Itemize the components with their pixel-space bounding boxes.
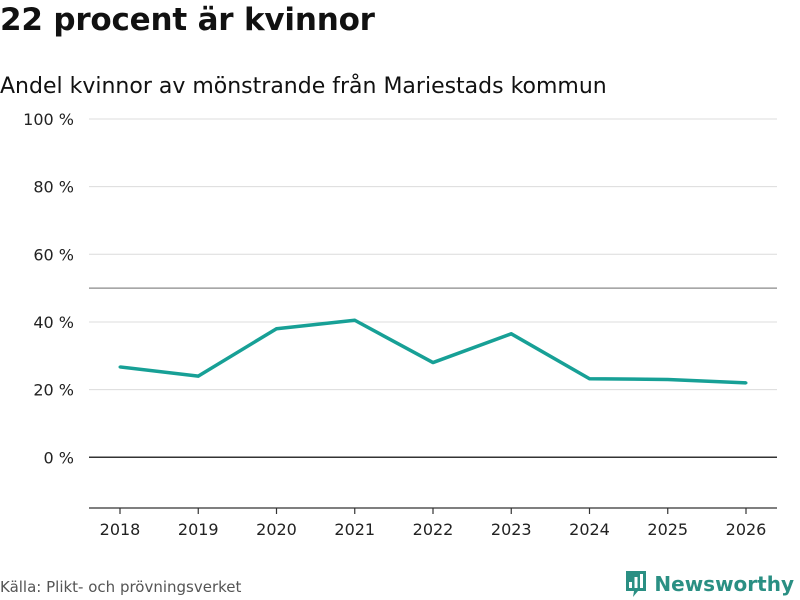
data-point-2018 — [118, 365, 122, 369]
series-layer — [118, 318, 748, 385]
brand-logo: Newsworthy — [624, 569, 794, 599]
x-tick-label: 2020 — [256, 520, 297, 539]
y-tick-label: 80 % — [33, 178, 74, 197]
data-point-2022 — [431, 361, 435, 365]
data-point-2019 — [196, 374, 200, 378]
chart-subtitle: Andel kvinnor av mönstrande från Mariest… — [0, 74, 607, 99]
data-point-2026 — [744, 381, 748, 385]
x-tick-label: 2024 — [569, 520, 610, 539]
series-line — [119, 318, 747, 385]
chart-title: 22 procent är kvinnor — [0, 2, 375, 38]
x-tick-label: 2023 — [491, 520, 532, 539]
x-tick-label: 2018 — [100, 520, 141, 539]
x-tick-label: 2022 — [413, 520, 454, 539]
data-point-2023 — [509, 332, 513, 336]
y-tick-labels: 0 % 20 % 40 % 60 % 80 % 100 % — [23, 110, 74, 467]
x-tick-label: 2019 — [178, 520, 219, 539]
source-note: Källa: Plikt- och prövningsverket — [0, 578, 242, 596]
axis-layer — [89, 287, 777, 514]
bar-chart-speech-bubble-icon — [626, 571, 647, 597]
brand-name: Newsworthy — [654, 572, 794, 596]
y-tick-label: 100 % — [23, 110, 74, 129]
x-tick-label: 2025 — [647, 520, 688, 539]
x-tick-label: 2021 — [334, 520, 375, 539]
grid-layer — [89, 118, 777, 391]
data-point-2024 — [588, 377, 591, 381]
y-tick-label: 0 % — [44, 448, 74, 467]
y-tick-label: 40 % — [33, 313, 74, 332]
y-tick-label: 20 % — [33, 381, 74, 400]
data-point-2020 — [275, 327, 278, 331]
y-tick-label: 60 % — [33, 245, 74, 264]
line-chart: 0 % 20 % 40 % 60 % 80 % 100 % 2018 2019 2020 202… — [23, 110, 777, 539]
x-tick-labels: 2018 2019 2020 2021 2022 2023 2024 2025 2026 — [100, 520, 767, 539]
data-point-2021 — [353, 318, 357, 322]
x-tick-label: 2026 — [726, 520, 767, 539]
data-point-2025 — [666, 377, 670, 381]
